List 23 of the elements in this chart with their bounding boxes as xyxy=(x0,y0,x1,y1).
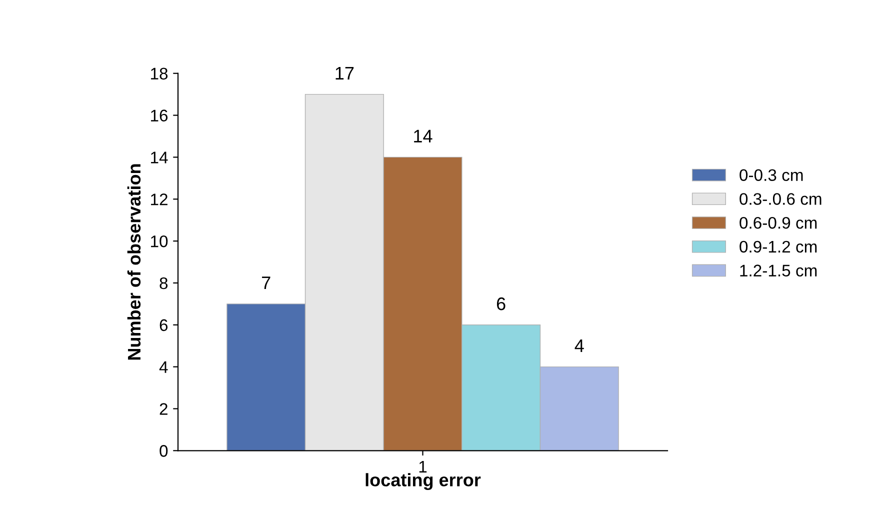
y-tick-label: 6 xyxy=(160,319,168,332)
y-tick-label: 4 xyxy=(159,361,168,373)
data-label: 4 xyxy=(574,340,584,352)
data-label: 7 xyxy=(262,276,270,290)
y-tick-label: 2 xyxy=(160,403,168,415)
y-tick-label: 14 xyxy=(151,152,168,164)
y-tick-label: 10 xyxy=(151,235,168,248)
y-tick-label: 8 xyxy=(160,277,168,290)
legend-label: 0.6-0.9 cm xyxy=(740,216,817,229)
y-axis-title: Number of observation xyxy=(127,164,141,360)
data-label: 17 xyxy=(336,67,354,80)
x-tick-label: 1 xyxy=(419,460,427,472)
y-tick-label: 18 xyxy=(151,68,168,80)
y-tick-label: 0 xyxy=(160,445,168,457)
y-tick-label: 16 xyxy=(151,110,168,122)
legend-label: 0.9-1.2 cm xyxy=(740,240,817,253)
legend-label: 1.2-1.5 cm xyxy=(740,264,817,276)
y-tick-label: 12 xyxy=(151,194,168,206)
legend-label: 0-0.3 cm xyxy=(740,169,803,182)
x-axis-title: locating error xyxy=(366,473,481,490)
data-label: 14 xyxy=(414,130,432,142)
data-label: 6 xyxy=(496,297,506,310)
legend-label: 0.3-.0.6 cm xyxy=(740,193,822,205)
